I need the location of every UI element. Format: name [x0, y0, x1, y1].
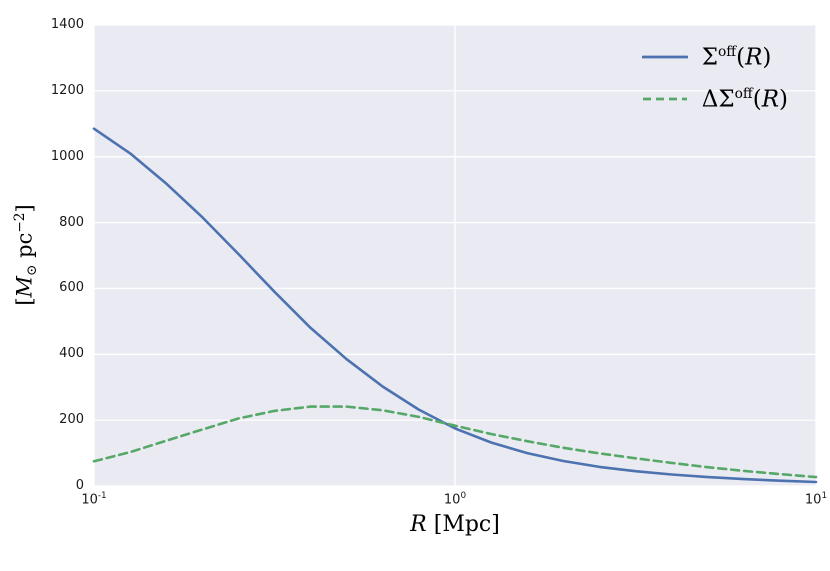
y-axis-label: [M⊙ pc−2] [11, 204, 41, 306]
y-tick-label: 200 [59, 412, 84, 428]
x-tick-label: 100 [443, 491, 467, 508]
y-tick-label: 1200 [50, 82, 84, 98]
mass-symbol: M [12, 275, 37, 298]
sun-symbol: ⊙ [24, 264, 41, 276]
y-tick-label: 400 [59, 346, 84, 362]
y-tick-label: 1000 [50, 148, 84, 164]
legend-line-dashed-icon [642, 97, 687, 101]
legend: Σoff(R) ΔΣoff(R) [641, 36, 788, 120]
legend-label-sigma-off: Σoff(R) [701, 43, 772, 71]
legend-item-delta-sigma-off: ΔΣoff(R) [642, 78, 788, 120]
x-axis-label: R [Mpc] [410, 512, 500, 537]
y-tick-label: 600 [59, 280, 84, 296]
y-axis-unit: pc [12, 232, 37, 265]
y-tick-label: 0 [75, 478, 84, 493]
legend-label-delta-sigma-off: ΔΣoff(R) [701, 85, 788, 113]
legend-item-sigma-off: Σoff(R) [641, 36, 788, 78]
x-tick-label: 101 [804, 491, 828, 508]
y-axis-exponent: −2 [11, 212, 28, 233]
delta-sigma-off-curve [92, 405, 818, 479]
y-tick-label: 1400 [50, 17, 84, 32]
x-tick-label: 10-1 [81, 491, 107, 508]
x-axis-variable: R [410, 512, 427, 537]
x-axis-unit: [Mpc] [426, 512, 500, 537]
y-tick-label: 800 [59, 214, 84, 230]
sigma-off-curve [92, 127, 818, 484]
legend-line-solid-icon [641, 55, 688, 59]
